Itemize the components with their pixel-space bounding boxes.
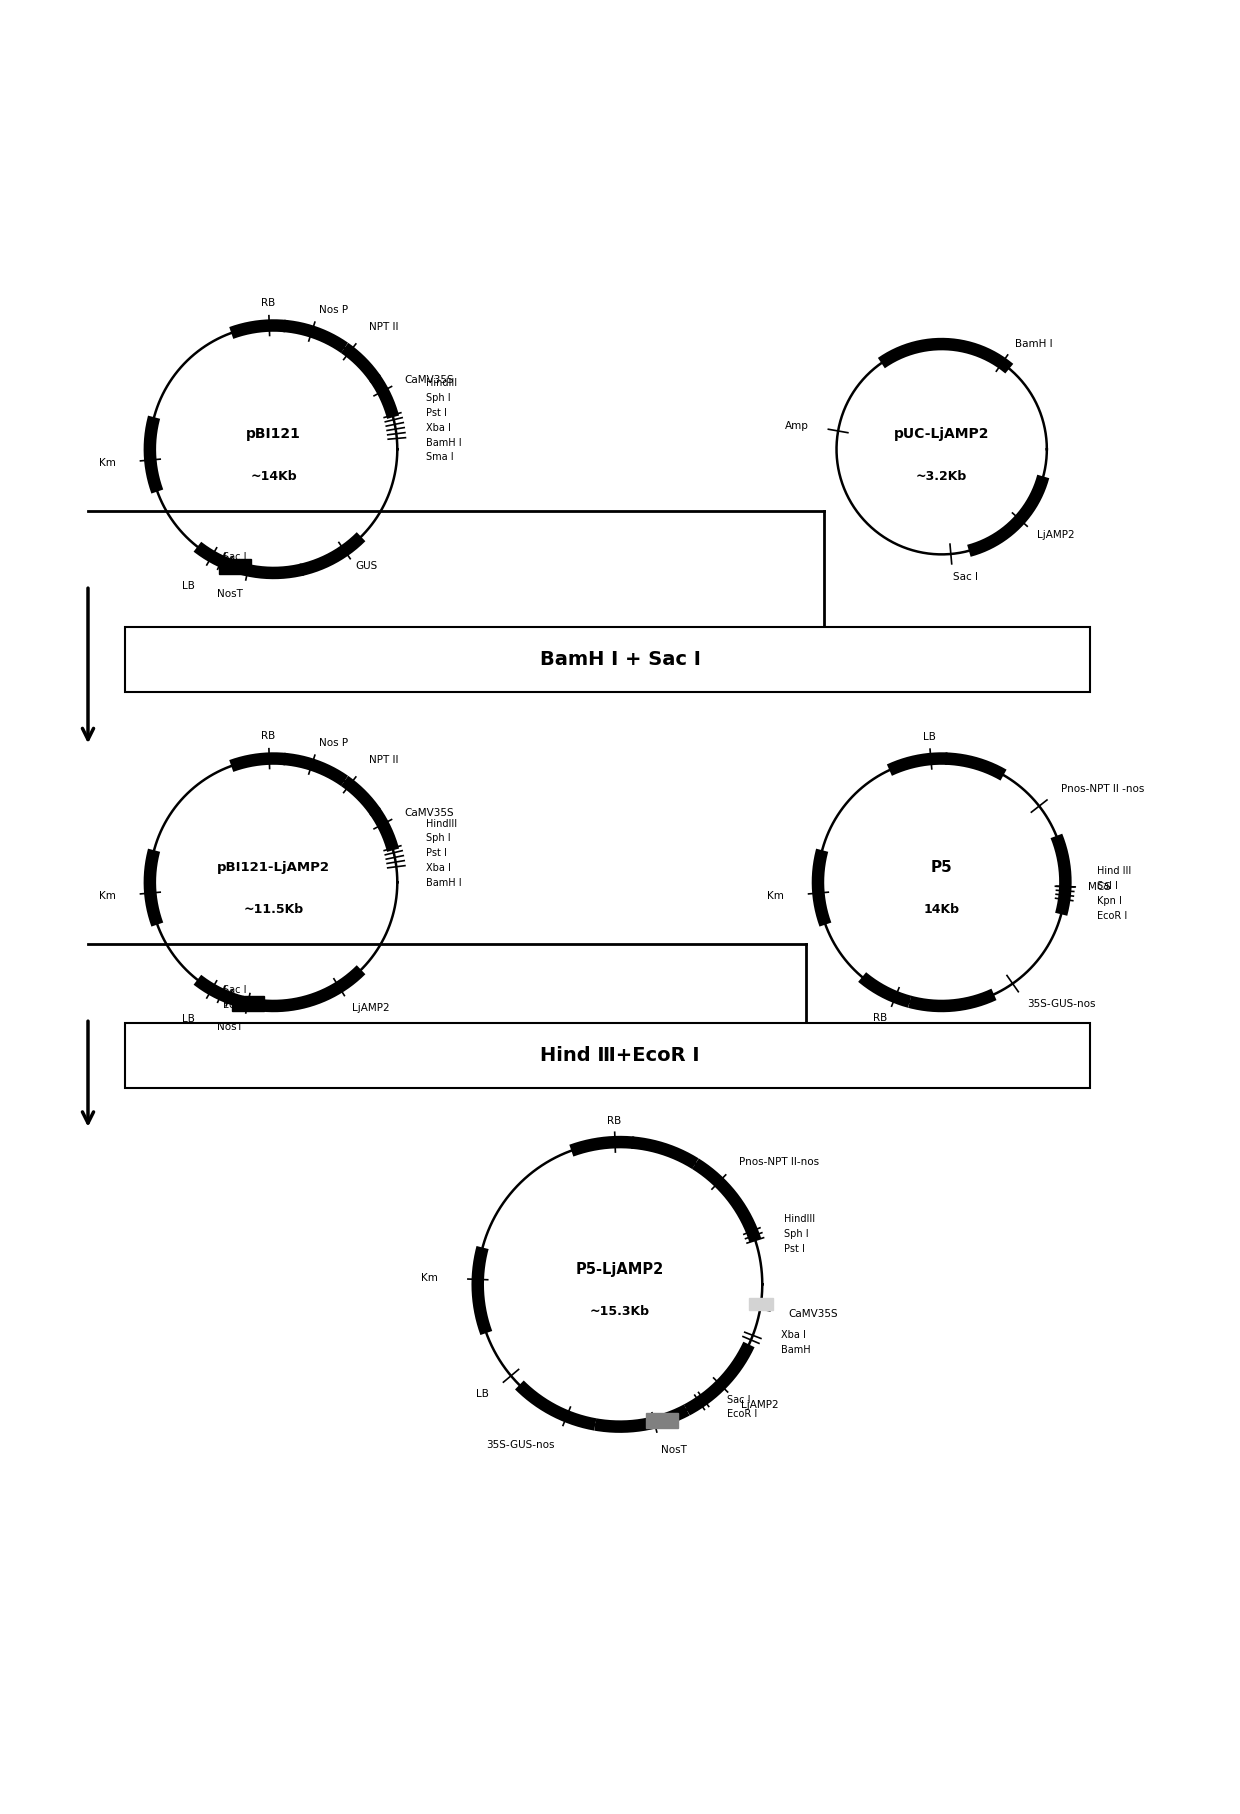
Text: LB: LB [181, 580, 195, 591]
Text: EcoR I: EcoR I [223, 1000, 254, 1010]
Text: HindIII: HindIII [784, 1214, 815, 1224]
Text: EcoR I: EcoR I [223, 566, 254, 577]
Text: Nos P: Nos P [319, 305, 347, 316]
Text: NosT: NosT [661, 1446, 687, 1455]
Text: Amp: Amp [785, 421, 810, 432]
Text: BamH I + Sac I: BamH I + Sac I [539, 649, 701, 669]
Text: Sac I: Sac I [223, 551, 247, 562]
Text: MCS: MCS [1087, 882, 1111, 892]
Text: ~11.5Kb: ~11.5Kb [243, 903, 304, 916]
Text: Pnos-NPT II -nos: Pnos-NPT II -nos [1060, 784, 1145, 795]
Text: Sac I: Sac I [223, 985, 247, 994]
Bar [219, 559, 252, 575]
Text: Km: Km [99, 457, 115, 468]
Text: Pnos-NPT II-nos: Pnos-NPT II-nos [739, 1157, 818, 1166]
Text: CaMV35S: CaMV35S [404, 807, 454, 818]
Text: Xba I: Xba I [781, 1330, 806, 1341]
Text: Sal I: Sal I [1097, 882, 1118, 891]
Text: LB: LB [476, 1390, 490, 1399]
Bar [646, 1413, 678, 1428]
Text: Hind Ⅲ+EcoR I: Hind Ⅲ+EcoR I [541, 1047, 699, 1065]
Text: RB: RB [873, 1012, 887, 1023]
Text: 35S-GUS-nos: 35S-GUS-nos [486, 1440, 556, 1451]
Text: GUS: GUS [355, 561, 377, 571]
Text: P5-LjAMP2: P5-LjAMP2 [575, 1263, 665, 1277]
Text: Sac I: Sac I [952, 571, 978, 582]
Text: Kpn I: Kpn I [1097, 896, 1122, 905]
Bar [749, 1299, 774, 1310]
Text: HindIII: HindIII [427, 377, 458, 388]
Text: ~3.2Kb: ~3.2Kb [916, 470, 967, 483]
Text: Pst I: Pst I [427, 408, 448, 417]
Text: pUC-LjAMP2: pUC-LjAMP2 [894, 428, 990, 441]
Text: Hind III: Hind III [1097, 867, 1131, 876]
Text: 35S-GUS-nos: 35S-GUS-nos [1027, 1000, 1095, 1009]
Text: Pst I: Pst I [784, 1244, 805, 1253]
Text: Km: Km [99, 891, 115, 902]
Text: NosT: NosT [217, 1023, 243, 1032]
Bar [232, 996, 264, 1010]
Text: LjAMP2: LjAMP2 [1037, 530, 1075, 541]
Text: ~15.3Kb: ~15.3Kb [590, 1304, 650, 1319]
Text: RB: RB [608, 1116, 621, 1126]
Text: LjAMP2: LjAMP2 [740, 1400, 779, 1409]
Text: CaMV35S: CaMV35S [404, 374, 454, 385]
FancyBboxPatch shape [125, 628, 1090, 691]
FancyBboxPatch shape [125, 1023, 1090, 1088]
Text: RB: RB [262, 297, 275, 308]
Text: Km: Km [422, 1273, 438, 1282]
Text: HindIII: HindIII [427, 818, 458, 829]
Text: Nos P: Nos P [319, 738, 347, 749]
Text: P5: P5 [931, 860, 952, 874]
Text: LB: LB [181, 1014, 195, 1025]
Text: EcoR I: EcoR I [728, 1409, 758, 1419]
Text: Sph I: Sph I [427, 833, 451, 844]
Text: BamH I: BamH I [1016, 339, 1053, 348]
Text: BamH I: BamH I [427, 437, 461, 448]
Text: NPT II: NPT II [368, 755, 398, 766]
Text: NosT: NosT [217, 590, 243, 599]
Text: BamH I: BamH I [427, 878, 461, 889]
Text: BamH: BamH [781, 1344, 811, 1355]
Text: Sph I: Sph I [784, 1228, 808, 1239]
Text: pBI121: pBI121 [247, 428, 301, 441]
Text: Sma I: Sma I [427, 452, 454, 463]
Text: pBI121-LjAMP2: pBI121-LjAMP2 [217, 862, 330, 874]
Text: LjAMP2: LjAMP2 [352, 1003, 389, 1014]
Text: NPT II: NPT II [368, 323, 398, 332]
Text: Sph I: Sph I [427, 394, 451, 403]
Text: Xba I: Xba I [427, 863, 451, 873]
Text: Xba I: Xba I [427, 423, 451, 434]
Text: RB: RB [262, 731, 275, 742]
Text: Km: Km [768, 891, 784, 902]
Text: LB: LB [923, 731, 935, 742]
Text: Pst I: Pst I [427, 849, 448, 858]
Text: EcoR I: EcoR I [1097, 911, 1127, 922]
Text: CaMV35S: CaMV35S [789, 1310, 838, 1319]
Text: ~14Kb: ~14Kb [250, 470, 296, 483]
Text: Sac I: Sac I [728, 1395, 751, 1404]
Text: 14Kb: 14Kb [924, 903, 960, 916]
